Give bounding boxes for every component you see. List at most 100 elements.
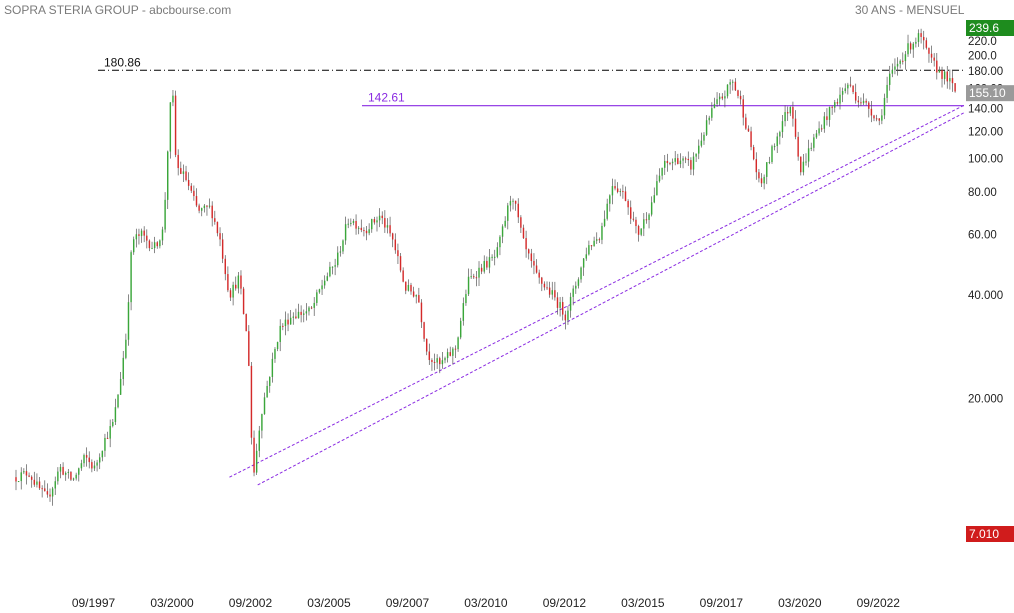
candle-up [119, 378, 122, 395]
candle-down [543, 283, 546, 288]
y-tick-label: 60.00 [968, 230, 997, 242]
candle-down [425, 338, 428, 352]
candle-up [164, 199, 166, 230]
candle-up [93, 465, 96, 469]
candle-up [810, 147, 812, 149]
candle-up [559, 302, 561, 308]
candle-up [313, 302, 315, 308]
candle-down [389, 225, 391, 234]
candle-up [125, 339, 127, 358]
candle-down [381, 215, 383, 219]
candle-up [844, 88, 846, 92]
candle-up [818, 128, 820, 134]
candle-down [786, 112, 789, 114]
y-tick-label: 200.0 [968, 50, 997, 62]
candle-down [747, 128, 750, 132]
candle-down [616, 188, 619, 193]
candle-up [266, 385, 268, 398]
candle-down [836, 102, 839, 104]
candle-up [899, 60, 901, 64]
candle-down [394, 239, 397, 251]
candle-up [656, 181, 658, 196]
candle-down [88, 457, 90, 463]
candle-up [781, 121, 784, 133]
candle-down [227, 274, 229, 291]
candle-down [854, 92, 857, 101]
candle-up [274, 348, 276, 359]
candle-down [826, 116, 828, 120]
candle-down [690, 160, 692, 170]
candle-down [742, 99, 744, 118]
candle-down [224, 258, 226, 275]
candle-up [444, 358, 446, 361]
candle-down [365, 230, 368, 234]
candle-down [405, 281, 407, 291]
candle-down [148, 240, 151, 249]
candle-down [70, 471, 72, 480]
candle-up [917, 33, 920, 42]
candle-down [143, 230, 145, 236]
candle-up [716, 99, 718, 105]
candle-up [271, 358, 274, 377]
candle-down [454, 348, 457, 350]
candle-down [30, 476, 33, 480]
candle-down [190, 185, 192, 191]
candle-up [643, 219, 645, 229]
candle-down [800, 156, 802, 173]
candle-up [501, 226, 504, 237]
candle-down [185, 171, 187, 180]
candle-up [470, 276, 472, 278]
candle-down [384, 218, 386, 228]
candle-up [316, 292, 318, 303]
candle-up [161, 229, 164, 241]
candle-up [766, 162, 768, 177]
candle-up [114, 407, 117, 422]
candle-up [80, 463, 83, 469]
candle-up [569, 296, 572, 311]
plot-area: 220.0200.0180.00160.00140.00120.00100.00… [15, 20, 1014, 610]
candle-up [572, 288, 574, 297]
candle-up [776, 136, 778, 147]
candle-down [541, 277, 543, 284]
candle-up [329, 266, 331, 277]
candle-up [862, 100, 865, 104]
candle-down [645, 219, 648, 221]
candle-up [368, 229, 370, 234]
candle-up [732, 81, 734, 83]
candle-down [174, 95, 177, 155]
candle-up [496, 247, 499, 257]
candle-down [920, 33, 922, 37]
candle-down [355, 220, 357, 229]
candle-up [386, 225, 389, 228]
candle-down [632, 218, 635, 220]
y-tick-label: 20.000 [968, 394, 1003, 406]
candle-down [33, 479, 36, 485]
candle-up [167, 151, 169, 200]
candle-up [883, 97, 886, 116]
candle-up [289, 317, 292, 325]
candle-down [548, 287, 551, 295]
candle-up [763, 176, 765, 184]
x-tick-label: 09/2022 [857, 596, 901, 610]
candle-up [779, 132, 781, 137]
candle-up [729, 82, 731, 85]
candle-up [326, 276, 329, 281]
candle-down [820, 128, 823, 130]
candle-down [954, 83, 956, 92]
candle-up [334, 265, 336, 267]
candle-down [295, 316, 297, 319]
candle-down [187, 179, 190, 186]
candle-down [797, 136, 799, 157]
candle-down [253, 437, 255, 473]
candle-down [245, 314, 247, 332]
candle-down [527, 249, 530, 254]
candle-up [415, 295, 417, 297]
candle-up [459, 320, 462, 338]
candle-down [514, 200, 517, 204]
candle-up [109, 426, 111, 439]
candle-up [357, 227, 360, 229]
candle-up [834, 102, 836, 108]
candle-up [588, 245, 590, 255]
candle-up [135, 234, 138, 240]
